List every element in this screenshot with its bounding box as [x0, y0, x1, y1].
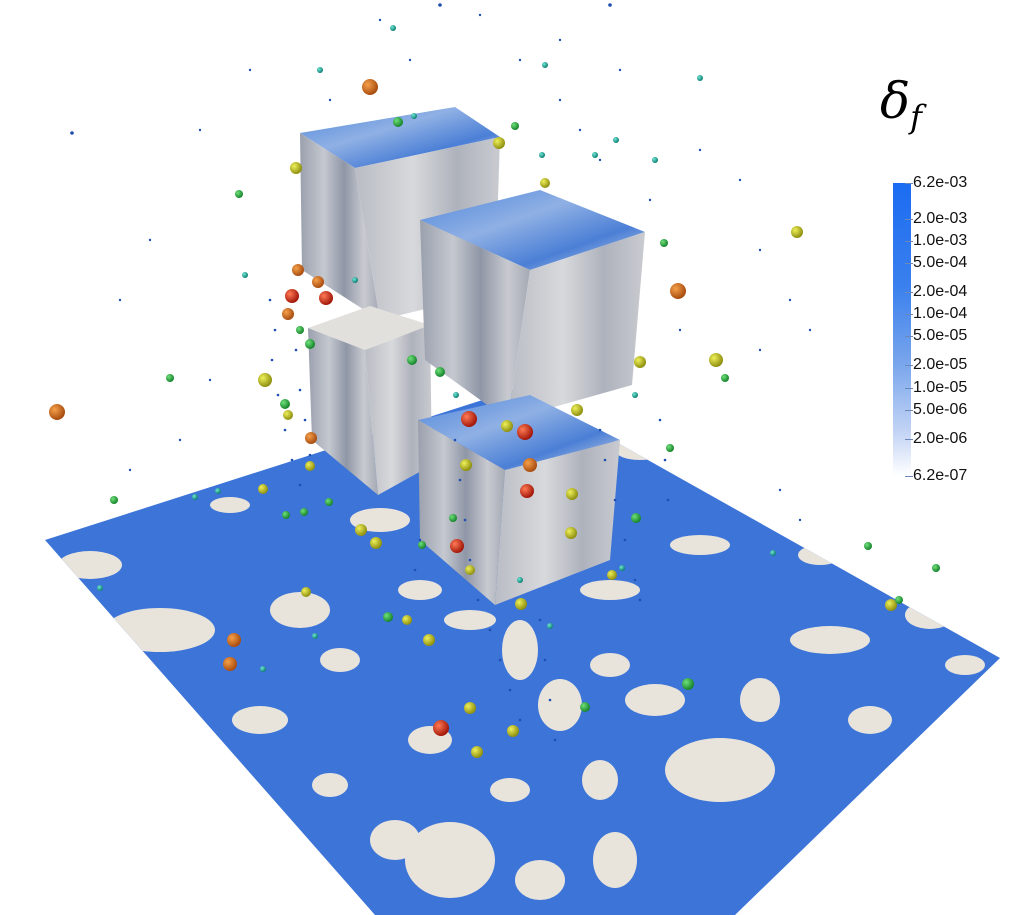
legend-symbol: δ — [880, 72, 911, 130]
colorbar-tick-mark — [905, 241, 913, 243]
colorbar-tick-mark — [905, 336, 913, 338]
colorbar-tick-mark — [905, 365, 913, 367]
colorbar-tick-label: 6.2e-03 — [913, 174, 968, 191]
colorbar-tick-mark — [905, 409, 913, 411]
colorbar — [893, 183, 911, 476]
cube-upper-right — [420, 190, 645, 420]
colorbar-tick-mark — [905, 387, 913, 389]
colorbar-tick-mark — [905, 183, 913, 184]
particle-trails — [70, 3, 812, 742]
colorbar-tick-mark — [905, 218, 913, 220]
colorbar-tick-label: 2.0e-03 — [913, 209, 968, 227]
colorbar-tick-label: 1.0e-03 — [913, 232, 968, 250]
colorbar-tick-label: 1.0e-04 — [913, 305, 968, 323]
colorbar-tick-label: 1.0e-05 — [913, 378, 968, 396]
colorbar-tick-label: 6.2e-07 — [913, 467, 968, 484]
colorbar-tick-mark — [905, 476, 913, 477]
legend-subscript: f — [910, 98, 922, 136]
colorbar-tick-mark — [905, 438, 913, 440]
colorbar-tick-label: 2.0e-05 — [913, 356, 968, 374]
colorbar-tick-label: 5.0e-05 — [913, 327, 968, 345]
colorbar-tick-mark — [905, 314, 913, 316]
legend-title: δf — [880, 76, 922, 133]
colorbar-tick-label: 5.0e-04 — [913, 254, 968, 272]
colorbar-tick-mark — [905, 292, 913, 294]
colorbar-tick-mark — [905, 263, 913, 265]
colorbar-tick-label: 2.0e-06 — [913, 429, 968, 447]
colorbar-tick-label: 5.0e-06 — [913, 400, 968, 418]
particle-spheres — [49, 25, 940, 758]
cube-lower-left — [308, 306, 432, 495]
colorbar-tick-label: 2.0e-04 — [913, 283, 968, 301]
